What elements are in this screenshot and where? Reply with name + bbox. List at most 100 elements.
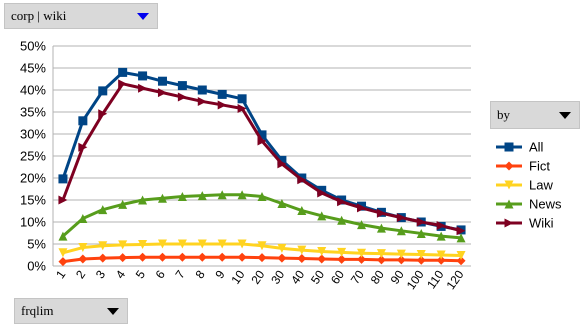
data-point	[157, 239, 167, 249]
legend-item-news: News	[496, 197, 562, 212]
data-point	[138, 71, 148, 81]
data-point	[257, 191, 267, 201]
x-tick-label: 40	[288, 267, 307, 286]
legend-label: News	[529, 197, 562, 212]
data-point	[277, 159, 287, 169]
data-point	[297, 175, 307, 185]
data-point	[396, 255, 406, 265]
data-point	[337, 247, 347, 257]
data-point	[197, 191, 207, 201]
data-point	[376, 208, 386, 218]
by-select[interactable]: by	[490, 101, 580, 129]
data-point	[416, 255, 426, 265]
data-point	[257, 241, 267, 251]
triangle-down-icon[interactable]	[107, 307, 119, 315]
data-point	[138, 252, 148, 262]
data-point	[98, 109, 108, 119]
x-tick-label: 6	[153, 267, 168, 281]
data-point	[177, 92, 187, 102]
data-point	[217, 100, 227, 110]
data-point	[257, 136, 267, 146]
y-tick-label: 0%	[27, 259, 46, 274]
x-tick-label: 9	[212, 267, 227, 281]
data-point	[456, 226, 466, 236]
corpus-select[interactable]: corp | wiki	[4, 3, 158, 29]
data-point	[396, 226, 406, 236]
x-tick-label: 20	[248, 267, 267, 286]
data-point	[436, 250, 446, 260]
data-point	[157, 252, 167, 262]
data-point	[138, 83, 148, 93]
data-point	[98, 86, 108, 96]
data-point	[297, 254, 307, 264]
triangle-down-icon[interactable]	[137, 12, 149, 20]
y-tick-label: 50%	[20, 39, 46, 54]
data-point	[376, 249, 386, 259]
data-point	[317, 188, 327, 198]
data-point	[58, 195, 68, 205]
data-point	[317, 254, 327, 264]
data-point	[177, 81, 187, 91]
data-point	[78, 142, 88, 152]
data-point	[456, 250, 466, 260]
data-point	[217, 239, 227, 249]
legend-item-law: Law	[496, 178, 553, 193]
x-tick-label: 10	[228, 267, 247, 286]
x-tick-label: 100	[404, 267, 427, 292]
y-tick-label: 30%	[20, 127, 46, 142]
data-point	[237, 103, 247, 113]
series-wiki	[58, 79, 466, 236]
x-tick-label: 80	[368, 267, 387, 286]
data-point	[436, 221, 446, 231]
y-axis-ticks: 0% 5% 10% 15% 20% 25% 30% 35% 40% 45% 50%	[20, 39, 46, 274]
legend-item-wiki: Wiki	[496, 216, 554, 231]
data-point	[317, 185, 327, 195]
x-tick-label: 30	[268, 267, 287, 286]
data-point	[138, 239, 148, 249]
y-tick-label: 25%	[20, 149, 46, 164]
data-point	[416, 250, 426, 260]
x-tick-label: 120	[444, 267, 467, 292]
data-point	[98, 205, 108, 215]
data-point	[337, 197, 347, 207]
data-point	[277, 155, 287, 165]
data-point	[237, 94, 247, 104]
x-tick-label: 60	[328, 267, 347, 286]
data-point	[416, 228, 426, 238]
data-point	[436, 255, 446, 265]
data-point	[217, 190, 227, 200]
triangle-down-icon[interactable]	[559, 111, 571, 119]
data-point	[98, 241, 108, 251]
data-point	[177, 239, 187, 249]
data-point	[257, 130, 267, 140]
series-news	[58, 190, 466, 243]
data-point	[197, 96, 207, 106]
data-point	[396, 249, 406, 259]
x-tick-label: 3	[93, 267, 108, 281]
data-point	[376, 255, 386, 265]
data-point	[277, 253, 287, 263]
frqlim-select-value: frqlim	[21, 303, 54, 318]
data-point	[118, 199, 128, 209]
x-tick-label: 8	[192, 267, 207, 281]
data-point	[177, 191, 187, 201]
data-point	[297, 245, 307, 255]
series-fict	[58, 252, 466, 267]
x-tick-label: 4	[113, 267, 128, 281]
data-point	[237, 239, 247, 249]
y-tick-label: 45%	[20, 61, 46, 76]
x-tick-label: 110	[424, 267, 447, 291]
y-tick-label: 15%	[20, 193, 46, 208]
legend-label: All	[529, 140, 544, 155]
data-point	[197, 85, 207, 95]
y-tick-label: 10%	[20, 215, 46, 230]
data-point	[337, 215, 347, 225]
y-tick-label: 40%	[20, 83, 46, 98]
data-point	[396, 213, 406, 223]
data-point	[277, 243, 287, 253]
data-point	[138, 195, 148, 205]
x-tick-label: 70	[348, 267, 367, 286]
data-point	[357, 203, 367, 213]
data-point	[357, 248, 367, 258]
